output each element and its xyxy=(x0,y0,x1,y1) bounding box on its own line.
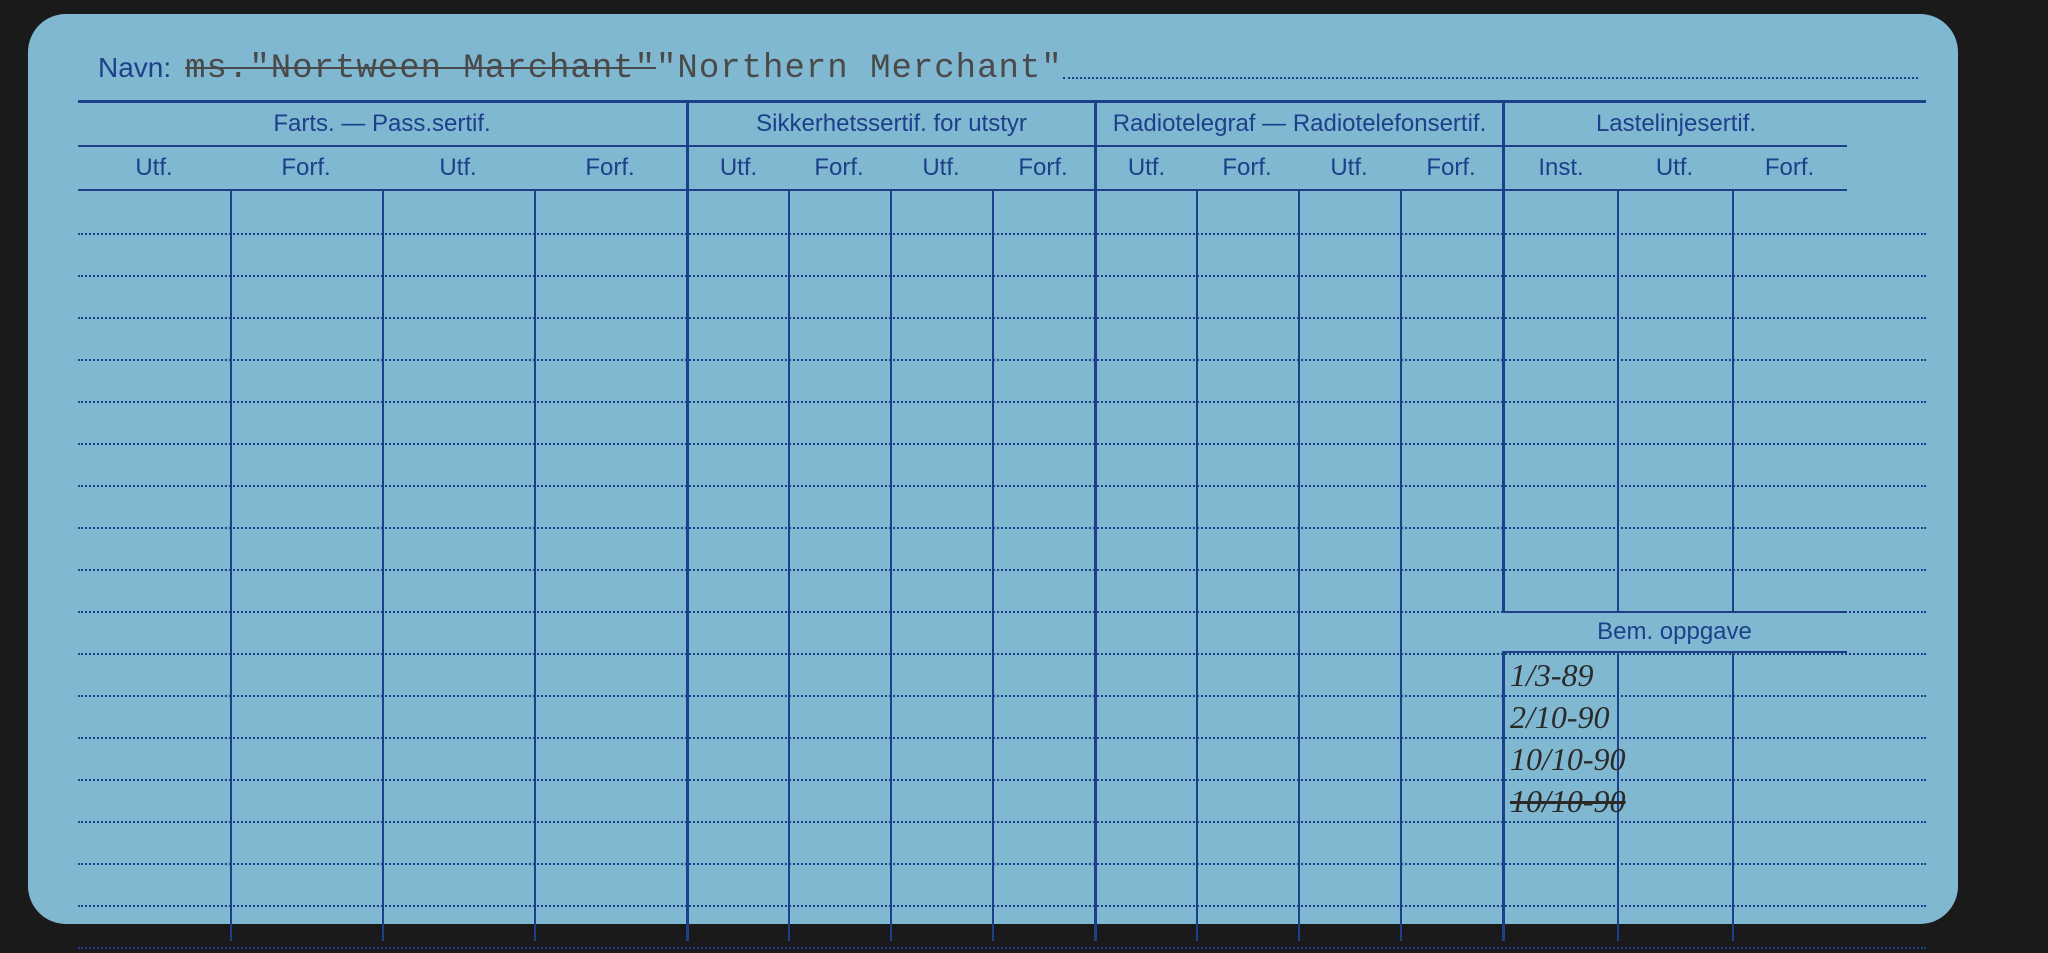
col-utf: Utf. xyxy=(1094,147,1196,191)
row-line xyxy=(78,653,1926,655)
col-utf: Utf. xyxy=(1617,147,1732,191)
col-forf: Forf. xyxy=(1196,147,1298,191)
punch-hole xyxy=(1982,289,2024,331)
row-line xyxy=(78,737,1926,739)
row-line xyxy=(78,779,1926,781)
handwritten-note: 2/10-90 xyxy=(1510,699,1610,736)
col-forf: Forf. xyxy=(1400,147,1502,191)
column-divider xyxy=(890,191,892,941)
col-utf: Utf. xyxy=(686,147,788,191)
col-utf: Utf. xyxy=(382,147,534,191)
col-forf: Forf. xyxy=(534,147,686,191)
row-line xyxy=(78,863,1926,865)
punch-hole xyxy=(1982,372,2024,414)
punch-hole xyxy=(1982,538,2024,580)
column-divider xyxy=(788,191,790,941)
column-divider xyxy=(1502,191,1505,941)
section-sikkerhet: Sikkerhetssertif. for utstyr xyxy=(686,103,1094,147)
col-utf: Utf. xyxy=(78,147,230,191)
punch-hole xyxy=(1982,787,2024,829)
col-inst: Inst. xyxy=(1502,147,1617,191)
col-forf: Forf. xyxy=(788,147,890,191)
punch-hole xyxy=(1982,621,2024,663)
row-line xyxy=(78,233,1926,235)
handwritten-note: 10/10-90 xyxy=(1510,741,1626,778)
row-line xyxy=(78,569,1926,571)
column-divider xyxy=(1298,191,1300,941)
column-divider xyxy=(1094,191,1097,941)
table-header-cols: Utf. Forf. Utf. Forf. Utf. Forf. Utf. Fo… xyxy=(78,147,1926,191)
column-divider xyxy=(382,191,384,941)
section-farts-pass: Farts. — Pass.sertif. xyxy=(78,103,686,147)
column-divider xyxy=(686,191,689,941)
ship-name-current: "Northern Merchant" xyxy=(656,50,1063,88)
name-underline xyxy=(1063,77,1918,79)
column-divider xyxy=(1196,191,1198,941)
punch-holes xyxy=(1982,40,2042,953)
bem-oppgave-label: Bem. oppgave xyxy=(1502,611,1847,653)
column-divider xyxy=(230,191,232,941)
record-card: Navn: ms."Nortween Marchant" "Northern M… xyxy=(28,14,1958,924)
punch-hole xyxy=(1982,206,2024,248)
column-divider xyxy=(1617,191,1619,941)
row-line xyxy=(78,359,1926,361)
col-forf: Forf. xyxy=(1732,147,1847,191)
handwritten-note-struck: 10/10-90 xyxy=(1510,783,1626,820)
section-radio: Radiotelegraf — Radiotelefonsertif. xyxy=(1094,103,1502,147)
table-header-sections: Farts. — Pass.sertif. Sikkerhetssertif. … xyxy=(78,103,1926,147)
col-forf: Forf. xyxy=(992,147,1094,191)
row-line xyxy=(78,695,1926,697)
row-line xyxy=(78,317,1926,319)
row-line xyxy=(78,821,1926,823)
row-line xyxy=(78,443,1926,445)
row-line xyxy=(78,527,1926,529)
punch-hole xyxy=(1982,704,2024,746)
col-utf: Utf. xyxy=(1298,147,1400,191)
punch-hole xyxy=(1982,40,2024,82)
col-forf: Forf. xyxy=(230,147,382,191)
handwritten-note: 1/3-89 xyxy=(1510,657,1594,694)
row-line xyxy=(78,275,1926,277)
column-divider xyxy=(1732,191,1734,941)
punch-hole xyxy=(1982,870,2024,912)
table-body: Bem. oppgave 1/3-89 2/10-90 10/10-90 10/10-9… xyxy=(78,191,1926,941)
certificates-table: Farts. — Pass.sertif. Sikkerhetssertif. … xyxy=(78,100,1926,941)
row-line xyxy=(78,401,1926,403)
name-label: Navn: xyxy=(98,52,171,84)
row-line xyxy=(78,905,1926,907)
ship-name-struck: ms."Nortween Marchant" xyxy=(185,50,656,88)
punch-hole xyxy=(1982,455,2024,497)
col-utf: Utf. xyxy=(890,147,992,191)
name-row: Navn: ms."Nortween Marchant" "Northern M… xyxy=(98,50,1918,88)
punch-hole xyxy=(1982,123,2024,165)
column-divider xyxy=(534,191,536,941)
column-divider xyxy=(1400,191,1402,941)
section-lastelinje: Lastelinjesertif. xyxy=(1502,103,1847,147)
row-line xyxy=(78,947,1926,949)
row-line xyxy=(78,485,1926,487)
column-divider xyxy=(992,191,994,941)
